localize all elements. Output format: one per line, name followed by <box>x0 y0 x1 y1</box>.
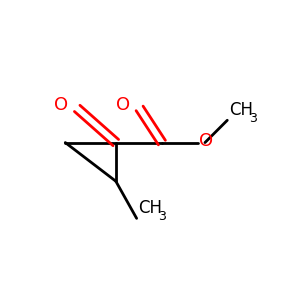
Text: O: O <box>54 96 68 114</box>
Text: 3: 3 <box>249 112 257 125</box>
Text: 3: 3 <box>158 210 166 224</box>
Text: O: O <box>116 96 130 114</box>
Text: CH: CH <box>138 199 162 217</box>
Text: CH: CH <box>229 101 253 119</box>
Text: O: O <box>199 132 213 150</box>
